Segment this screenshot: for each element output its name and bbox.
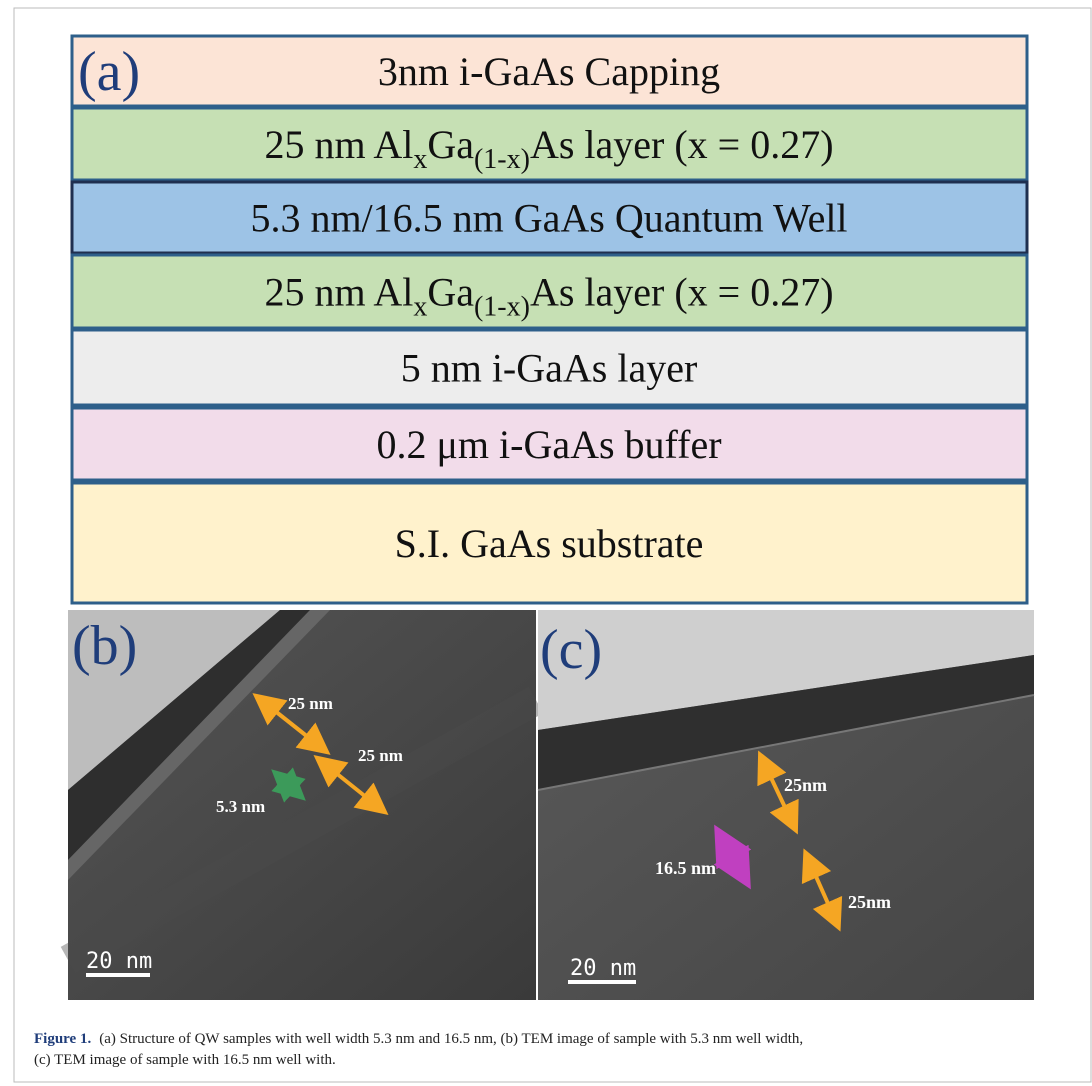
layer-text: 3nm i-GaAs Capping <box>378 49 720 94</box>
layer-text: 25 nm Al <box>264 270 413 315</box>
annotation: 25 nm <box>358 746 403 765</box>
layer-text: Ga <box>427 270 474 315</box>
annotation: 5.3 nm <box>216 797 265 816</box>
figure: 3nm i-GaAs Capping25 nm AlxGa(1-x)As lay… <box>0 0 1092 1086</box>
annotation: 25nm <box>848 892 891 912</box>
panel-label: (b) <box>72 615 137 677</box>
panel-label: (c) <box>540 619 602 681</box>
caption-label: Figure 1. <box>34 1031 91 1047</box>
annotation: 25 nm <box>288 694 333 713</box>
annotation: 16.5 nm <box>655 858 716 878</box>
tem-image-c: 25nm 16.5 nm 25nm 20 nm (c) <box>538 610 1034 1000</box>
scale-bar-label: 20 nm <box>86 949 152 974</box>
layer-text: Ga <box>427 122 474 167</box>
subscript: x <box>413 144 427 175</box>
layer-text: As layer (x = 0.27) <box>530 270 834 315</box>
annotation: 25nm <box>784 775 827 795</box>
layer-text: 5.3 nm/16.5 nm GaAs Quantum Well <box>250 196 847 241</box>
caption-line: (c) TEM image of sample with 16.5 nm wel… <box>34 1052 336 1068</box>
layer-label: 3nm i-GaAs Capping <box>378 49 720 94</box>
caption-text: (a) Structure of QW samples with well wi… <box>99 1031 803 1047</box>
layer-text: S.I. GaAs substrate <box>395 521 704 566</box>
scale-bar-label: 20 nm <box>570 956 636 981</box>
layer-text: 25 nm Al <box>264 122 413 167</box>
subscript: (1-x) <box>474 292 530 323</box>
panel-label: (a) <box>78 41 140 103</box>
caption-line: Figure 1. (a) Structure of QW samples wit… <box>34 1031 803 1047</box>
subscript: (1-x) <box>474 144 530 175</box>
layer-text: 5 nm i-GaAs layer <box>401 346 698 391</box>
layer-label: 5 nm i-GaAs layer <box>401 346 698 391</box>
layer-label: S.I. GaAs substrate <box>395 521 704 566</box>
layer-label: 5.3 nm/16.5 nm GaAs Quantum Well <box>250 196 847 241</box>
layer-text: As layer (x = 0.27) <box>530 122 834 167</box>
subscript: x <box>413 292 427 323</box>
layer-text: 0.2 μm i-GaAs buffer <box>376 422 721 467</box>
tem-image-b: 25 nm 25 nm 5.3 nm 20 nm (b) <box>68 610 536 1000</box>
layer-label: 0.2 μm i-GaAs buffer <box>376 422 721 467</box>
